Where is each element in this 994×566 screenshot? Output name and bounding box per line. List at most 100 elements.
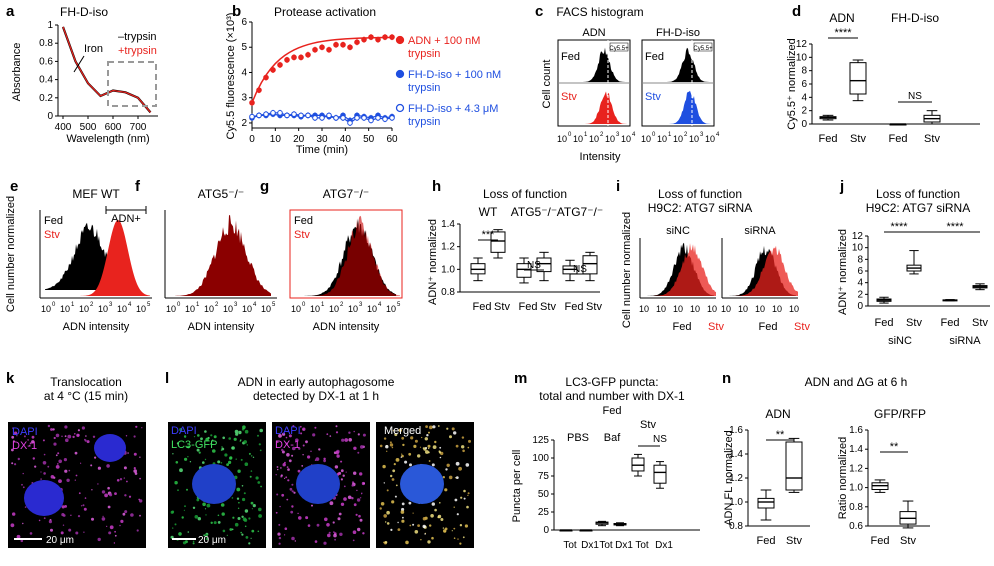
puncta — [425, 425, 428, 428]
puncta — [437, 516, 440, 519]
puncta — [348, 431, 351, 434]
puncta — [282, 432, 286, 436]
puncta — [53, 436, 56, 440]
data-point — [368, 117, 374, 124]
puncta — [442, 527, 445, 529]
x-tick-exp: 3 — [359, 302, 363, 308]
x-tick-label: Stv — [924, 133, 940, 145]
puncta — [343, 497, 347, 501]
puncta — [107, 486, 110, 490]
panel-title: ADN and ΔG at 6 h — [805, 375, 908, 389]
puncta — [40, 471, 42, 473]
puncta — [48, 520, 53, 524]
puncta — [278, 536, 282, 540]
puncta — [335, 431, 339, 434]
y-tick-label: 50 — [538, 489, 550, 500]
puncta — [174, 523, 177, 526]
puncta — [311, 504, 313, 507]
puncta — [385, 445, 389, 449]
puncta — [50, 528, 53, 532]
puncta — [451, 427, 455, 431]
x-tick-label: 0 — [249, 134, 255, 145]
puncta — [55, 454, 58, 457]
puncta — [280, 467, 282, 469]
puncta — [260, 485, 262, 488]
puncta — [101, 490, 106, 494]
data-point — [361, 36, 367, 43]
puncta — [307, 524, 311, 527]
box — [849, 62, 867, 95]
y-axis-label: Cy5.5 fluorescence (×10³) — [225, 13, 237, 140]
puncta — [326, 523, 330, 527]
puncta — [187, 456, 189, 458]
puncta — [400, 456, 402, 458]
puncta — [466, 505, 469, 509]
puncta — [179, 468, 183, 473]
puncta — [53, 442, 57, 446]
puncta — [133, 452, 137, 456]
data-point — [361, 115, 367, 121]
data-point — [277, 110, 283, 116]
puncta — [75, 474, 78, 477]
fed-label: Fed — [645, 51, 664, 63]
nucleus — [400, 464, 444, 504]
puncta — [133, 435, 136, 438]
puncta — [405, 540, 409, 545]
data-point — [389, 115, 395, 121]
legend-label: FH-D-iso + 100 nM — [408, 69, 501, 81]
panel-title: LC3-GFP puncta: — [565, 375, 658, 389]
puncta — [383, 437, 387, 440]
puncta — [243, 492, 246, 495]
puncta — [413, 444, 417, 448]
puncta — [248, 517, 251, 520]
y-axis-label: Cy5.5⁺ normalized — [786, 38, 798, 129]
puncta — [76, 433, 80, 437]
x-tick-label: Fed — [565, 301, 584, 313]
puncta — [187, 531, 190, 533]
puncta — [233, 437, 237, 441]
puncta — [293, 491, 296, 494]
group-label: siNC — [888, 335, 912, 347]
puncta — [252, 456, 255, 458]
x-tick-label: 10 — [707, 304, 717, 314]
puncta — [454, 498, 458, 502]
puncta — [430, 514, 434, 518]
panel-title: Loss of function — [658, 187, 742, 201]
puncta — [22, 486, 25, 489]
puncta — [176, 442, 179, 445]
x-tick-label: Fed — [941, 317, 960, 329]
puncta — [42, 461, 47, 465]
puncta — [184, 457, 188, 461]
puncta — [204, 430, 207, 433]
puncta — [357, 527, 361, 532]
puncta — [107, 505, 111, 509]
annotation-arrow — [73, 55, 85, 73]
puncta — [288, 434, 292, 438]
legend-label: trypsin — [408, 116, 440, 128]
y-tick-label: 0.6 — [849, 521, 863, 532]
histogram — [70, 220, 150, 296]
puncta — [439, 502, 441, 504]
y-tick-label: 4 — [241, 67, 247, 78]
puncta — [385, 521, 387, 523]
puncta — [344, 438, 349, 442]
puncta — [323, 457, 326, 460]
panel-title: total and number with DX-1 — [539, 389, 685, 403]
box — [490, 231, 506, 253]
puncta — [286, 453, 290, 457]
puncta — [194, 515, 199, 519]
puncta — [226, 463, 230, 466]
x-tick-label: 10 — [60, 304, 70, 314]
data-point — [298, 112, 304, 119]
puncta — [456, 513, 459, 516]
data-point — [291, 54, 297, 61]
stv-label: Stv — [44, 229, 60, 241]
x-axis-label: Time (min) — [296, 144, 348, 156]
x-tick-label: 10 — [673, 304, 683, 314]
puncta — [257, 530, 260, 533]
puncta — [127, 452, 129, 454]
puncta — [442, 476, 445, 479]
stain-label: DX-1 — [12, 440, 37, 452]
panel-c-title: FACS histogram — [556, 5, 643, 19]
puncta — [11, 462, 14, 465]
